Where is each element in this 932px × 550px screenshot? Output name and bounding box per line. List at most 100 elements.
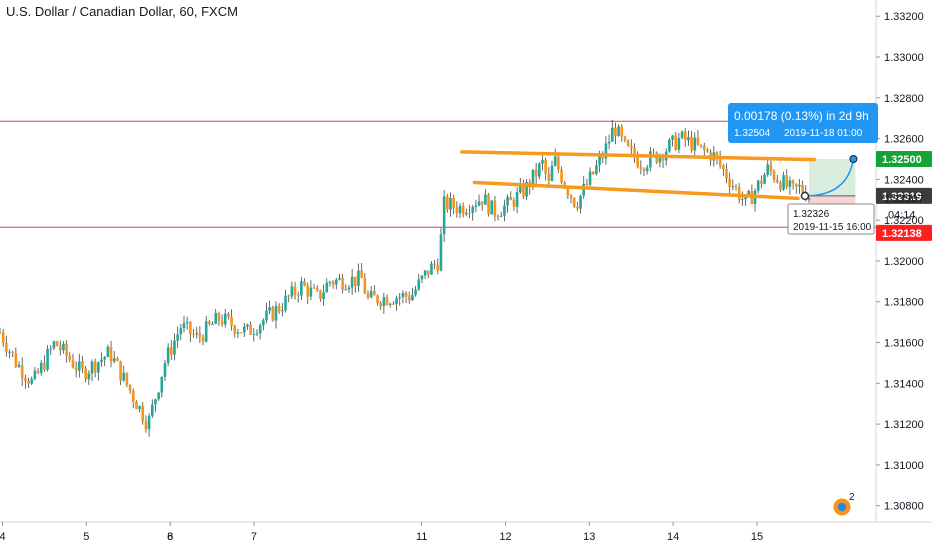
pivot-date: 2019-11-15 16:00 [793, 222, 872, 233]
candle-body [100, 359, 103, 363]
price-axis[interactable]: 1.33200 1.33000 1.32800 1.32600 1.32400 1.322… [876, 11, 924, 513]
candle-body [160, 376, 164, 393]
candle-body [366, 293, 370, 298]
candle-body [204, 321, 208, 342]
candle-body [538, 163, 541, 177]
candle-body [271, 307, 275, 321]
candle-body [249, 324, 252, 335]
logo-icon-inner [838, 503, 846, 511]
candle-body [645, 167, 649, 172]
candle-body [801, 184, 804, 193]
candle-body [39, 362, 43, 373]
candle-body [43, 362, 46, 370]
candle-body [122, 372, 126, 381]
candle-body [220, 320, 224, 325]
candle-body [103, 357, 106, 360]
candle-body [344, 289, 348, 291]
candle-body [725, 169, 728, 179]
candle-body [287, 295, 290, 297]
target-point[interactable] [849, 154, 858, 163]
candle-body [341, 277, 344, 290]
candle-body [179, 328, 183, 335]
candle-body [598, 156, 601, 166]
entry-point[interactable] [800, 191, 810, 201]
candle-body [499, 215, 503, 217]
candle-body [636, 157, 639, 167]
candle-body [763, 174, 766, 184]
candle-body [58, 345, 62, 351]
candle-body [350, 276, 354, 288]
candle-body [468, 212, 471, 214]
candle-body [312, 287, 316, 289]
candle-body [144, 421, 148, 430]
candle-body [579, 195, 582, 209]
candle-body [782, 175, 785, 190]
candle-body [277, 306, 281, 312]
candle-body [55, 341, 59, 346]
candle-body [585, 183, 589, 185]
candle-body [116, 358, 119, 361]
candle-body [388, 303, 392, 305]
trendline[interactable] [472, 180, 800, 201]
candle-body [296, 294, 300, 296]
candle-body [731, 186, 735, 188]
trendline[interactable] [460, 150, 817, 162]
candle-body [487, 194, 490, 215]
candle-body [214, 313, 218, 324]
candle-body [791, 180, 795, 184]
pivot-price: 1.32326 [793, 209, 830, 220]
candle-body [414, 289, 417, 295]
candle-body [747, 190, 750, 196]
candle-body [807, 198, 811, 200]
measure-tool[interactable]: 0.00178 (0.13%) in 2d 9h 1.32504 2019-11-1… [728, 103, 878, 235]
candle-body [395, 298, 398, 305]
candle-body [779, 182, 782, 190]
price-axis-tick-label: 1.30800 [884, 501, 924, 513]
price-axis-tick-label: 1.32600 [884, 134, 924, 146]
candle-body [756, 180, 760, 191]
candle-body [610, 127, 614, 142]
time-axis-tick-label: 8 [167, 531, 173, 543]
candle-body [617, 126, 620, 137]
candle-body [382, 297, 386, 307]
candle-body [392, 303, 395, 305]
trendlines[interactable] [460, 150, 817, 201]
candle-body [769, 164, 773, 172]
candle-body [591, 171, 595, 174]
measure-info-box[interactable] [728, 103, 878, 143]
candle-body [87, 373, 91, 380]
candle-body [258, 325, 262, 334]
candle-body [36, 370, 40, 373]
candle-body [322, 292, 325, 299]
forecast-arc[interactable] [804, 158, 855, 197]
time-axis[interactable]: 45678111213141518 [0, 522, 932, 543]
price-axis-tick-label: 1.32800 [884, 93, 924, 105]
candle-body [649, 151, 652, 168]
candle-body [547, 173, 551, 181]
candle-body [315, 287, 319, 290]
candle-body [303, 281, 306, 286]
candle-body [601, 156, 605, 159]
measure-label: 0.00178 (0.13%) in 2d 9h [734, 109, 869, 123]
candle-body [373, 291, 376, 296]
candle-body [775, 179, 779, 183]
measure-sublabel-price: 1.32504 [734, 128, 771, 139]
time-axis-tick-label: 7 [251, 531, 257, 543]
candle-body [477, 201, 481, 206]
candle-body [702, 145, 706, 151]
candle-body [325, 282, 329, 293]
candle-body [668, 139, 671, 152]
tradingview-logo[interactable]: 2 [832, 492, 855, 517]
candle-body [623, 136, 627, 141]
candle-body [376, 295, 379, 304]
candle-body [71, 360, 75, 368]
candle-body [328, 281, 332, 283]
candle-body [433, 263, 436, 265]
candle-body [607, 141, 611, 144]
candle-body [262, 320, 265, 326]
candle-body [614, 127, 617, 137]
partial-price-label: 1.32307 [884, 193, 924, 205]
current-price-badge-bg [876, 187, 932, 204]
